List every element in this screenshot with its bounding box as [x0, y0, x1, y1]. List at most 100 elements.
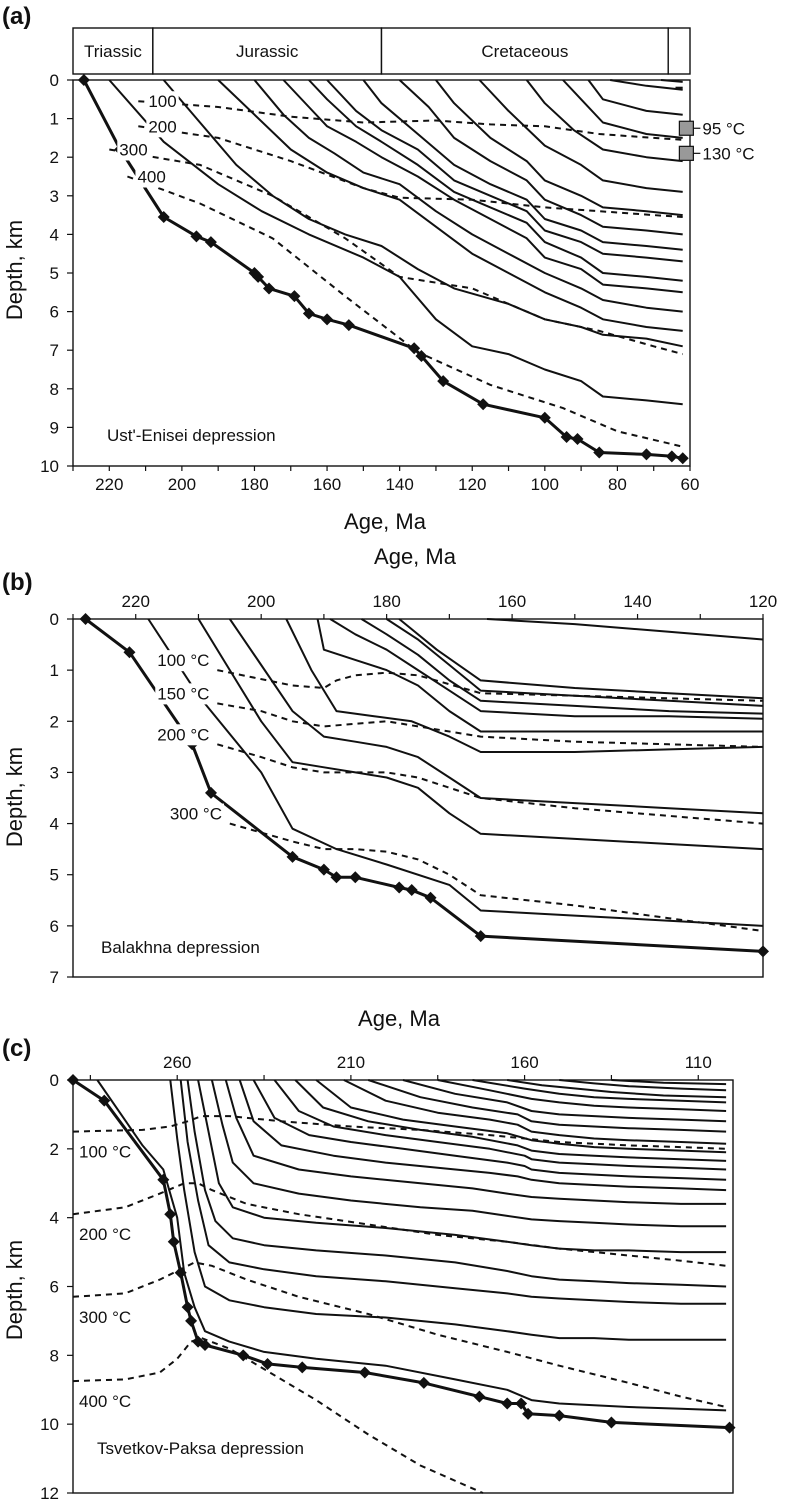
burial-curve	[197, 618, 764, 851]
y-tick-label: 4	[50, 815, 59, 834]
plot-area-c: 100 °C 200 °C 300 °C 400 °C	[67, 1074, 736, 1494]
data-point-marker	[205, 786, 217, 799]
burial-curve	[587, 79, 683, 116]
burial-curve	[308, 79, 683, 282]
data-point-marker	[515, 1397, 528, 1410]
y-tick-label: 12	[40, 1484, 59, 1499]
y-tick-label: 3	[50, 187, 59, 206]
y-tick-label: 0	[50, 71, 59, 90]
data-point-marker	[261, 1357, 274, 1370]
y-tick-label: 5	[50, 866, 59, 885]
data-point-marker	[296, 1361, 309, 1374]
data-point-marker	[317, 863, 330, 876]
panel-b-label: (b)	[2, 569, 33, 596]
y-tick-label: 1	[50, 661, 59, 680]
burial-curve	[610, 79, 683, 91]
burial-curve	[186, 1079, 727, 1288]
x-tick-label: 180	[372, 592, 400, 611]
x-tick-label: 260	[163, 1053, 191, 1072]
x-axis-c: 260 210 160 110	[89, 1053, 712, 1080]
data-point-marker	[302, 307, 315, 320]
data-point-marker	[424, 891, 437, 904]
data-point-marker	[501, 1397, 514, 1410]
data-point-marker	[288, 290, 301, 303]
sample-square	[678, 120, 694, 136]
x-tick-label: 120	[749, 592, 777, 611]
burial-curve	[562, 79, 683, 139]
data-point-marker	[553, 1409, 566, 1422]
data-point-marker	[237, 1349, 250, 1362]
period-box	[667, 27, 691, 75]
panel-c-label: (c)	[2, 1035, 31, 1062]
panel-a-label: (a)	[2, 3, 31, 30]
burial-curve	[360, 618, 764, 715]
data-point-marker	[262, 282, 275, 295]
burial-curve	[343, 1079, 727, 1145]
burial-curve	[315, 1079, 727, 1154]
x-tick-label: 160	[498, 592, 526, 611]
isotherm-label: 400 °C	[79, 1392, 131, 1411]
isotherm-label-bg	[146, 91, 179, 113]
data-point-marker	[98, 1094, 111, 1107]
y-tick-label: 10	[40, 1415, 59, 1434]
isotherm-line	[109, 148, 683, 356]
x-tick-label: 140	[623, 592, 651, 611]
isotherm-line	[72, 1115, 727, 1150]
data-point-marker	[286, 850, 299, 863]
data-point-marker	[185, 1314, 198, 1327]
data-point-marker	[408, 342, 421, 355]
burial-curve	[224, 1079, 727, 1205]
burial-curve	[210, 1079, 727, 1228]
data-point-marker	[538, 411, 551, 424]
y-axis-title-a: Depth, km	[2, 220, 27, 320]
data-point-marker	[330, 871, 343, 884]
isotherm-line	[138, 125, 683, 218]
isotherm-label-bg	[135, 166, 168, 188]
isotherm-label-bg	[77, 1141, 134, 1163]
y-tick-label: 2	[50, 148, 59, 167]
isotherm-label-bg	[167, 803, 224, 825]
period-label: Triassic	[84, 42, 142, 61]
x-tick-label: 160	[510, 1053, 538, 1072]
isotherm-label-bg	[77, 1391, 134, 1413]
basement-curve	[72, 1078, 730, 1430]
isotherm-line	[72, 1337, 484, 1494]
isotherm-label: 200 °C	[157, 725, 209, 744]
plot-frame-b	[72, 618, 764, 978]
isotherm-label: 300 °C	[170, 805, 222, 824]
data-point-marker	[190, 230, 203, 243]
data-point-marker	[522, 1407, 535, 1420]
data-point-marker	[358, 1366, 371, 1379]
sample-label: 95 °C	[702, 119, 745, 138]
burial-curve	[228, 618, 764, 815]
x-tick-label: 110	[685, 1053, 712, 1072]
data-point-marker	[474, 930, 487, 943]
isotherm-label: 300	[119, 140, 147, 159]
burial-curve	[398, 79, 683, 236]
burial-curve	[525, 79, 683, 163]
x-tick-label: 180	[240, 475, 268, 494]
y-tick-label: 6	[50, 1278, 59, 1297]
isotherm-line	[127, 175, 683, 448]
sample-square	[678, 145, 694, 161]
isotherm-label: 300 °C	[79, 1308, 131, 1327]
x-tick-label: 220	[122, 592, 150, 611]
data-point-marker	[676, 452, 689, 465]
y-axis-title-c: Depth, km	[2, 1240, 27, 1340]
data-point-marker	[393, 881, 406, 894]
data-point-marker	[473, 1390, 486, 1403]
burial-curve	[362, 79, 683, 251]
data-point-marker	[605, 1416, 618, 1429]
burial-curve	[147, 618, 764, 927]
isotherm-label: 150 °C	[157, 684, 209, 703]
isotherm-label-bg	[155, 683, 212, 705]
period-bar: Triassic Jurassic Cretaceous	[72, 27, 691, 75]
x-axis-b: 220 200 180 160 140 120	[72, 592, 777, 619]
x-axis-title-b: Age, Ma	[374, 544, 457, 569]
data-point-marker	[560, 431, 573, 444]
x-tick-label: 120	[458, 475, 486, 494]
y-tick-label: 5	[50, 264, 59, 283]
data-point-marker	[415, 349, 428, 362]
